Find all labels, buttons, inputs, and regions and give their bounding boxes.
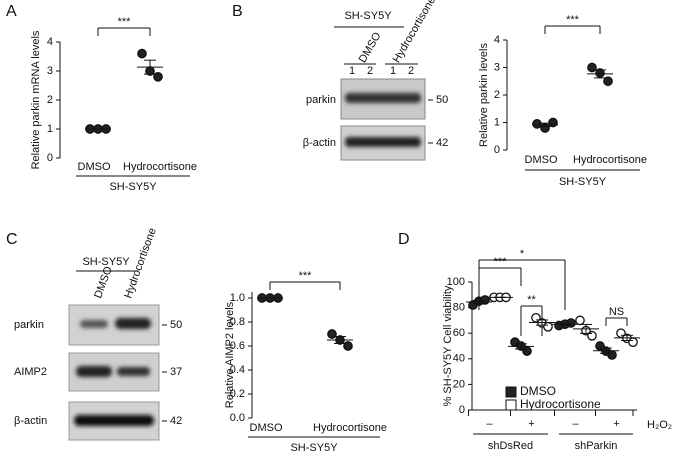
panel-label: A — [6, 3, 17, 20]
marker: 50 — [436, 94, 448, 106]
data-point — [628, 337, 638, 348]
y-tick-label: 0.6 — [230, 340, 245, 352]
y-tick-label: 3 — [494, 61, 500, 73]
significance: NS — [609, 306, 624, 318]
data-point — [137, 48, 147, 59]
significance: *** — [494, 256, 508, 268]
lane: 2 — [408, 65, 414, 77]
legend-label: DMSO — [520, 384, 556, 398]
protein: AIMP2 — [14, 366, 47, 378]
blot-c: SH-SY5Y DMSO Hydrocortisone parkin AIMP2… — [14, 226, 182, 441]
y-tick-label: 80 — [453, 302, 465, 314]
condition: DMSO — [92, 264, 115, 300]
y-tick-label: 4 — [494, 34, 500, 46]
blot-b: SH-SY5Y DMSO Hydrocortisone 1 2 1 2 park… — [303, 0, 448, 161]
y-tick-label: 3 — [47, 65, 53, 77]
data-point — [607, 350, 617, 360]
y-tick-label: 1 — [47, 123, 53, 135]
data-point — [522, 346, 532, 356]
data-point — [566, 318, 576, 328]
y-tick-label: 60 — [453, 327, 465, 339]
panel-label: B — [232, 3, 243, 20]
y-tick-label: 1.0 — [230, 292, 245, 304]
data-point — [153, 71, 163, 82]
y-axis-label: Relative parkin levels — [478, 43, 490, 147]
protein: parkin — [14, 319, 44, 331]
group-label: shParkin — [575, 440, 618, 452]
data-point — [543, 321, 553, 332]
legend-label: Hydrocortisone — [520, 397, 601, 411]
y-tick-label: 0 — [459, 404, 465, 416]
x-tick-label: Hydrocortisone — [313, 422, 387, 434]
x-tick-label: DMSO — [78, 161, 111, 173]
panel-label: D — [398, 231, 410, 248]
data-point — [587, 62, 597, 73]
protein: parkin — [306, 94, 336, 106]
y-tick-label: 0.2 — [230, 388, 245, 400]
y-axis-label: Relative AIMP2 levels — [224, 301, 236, 408]
data-point — [575, 315, 585, 326]
panel-label: C — [6, 231, 18, 248]
treatment-name: H₂O₂ — [647, 419, 672, 431]
group-label: SH-SY5Y — [290, 442, 338, 454]
lane: 2 — [367, 65, 373, 77]
y-tick-label: 1 — [494, 116, 500, 128]
group-label: SH-SY5Y — [109, 181, 157, 193]
condition: DMSO — [357, 30, 384, 65]
y-axis-label: % SH-SY5Y Cell viability — [442, 285, 454, 406]
y-tick-label: 100 — [447, 276, 465, 288]
treatment-label: – — [572, 418, 579, 430]
y-tick-label: 0.4 — [230, 364, 245, 376]
y-tick-label: 2 — [47, 94, 53, 106]
y-tick-label: 4 — [47, 36, 53, 48]
y-tick-label: 0 — [494, 144, 500, 156]
significance: * — [520, 248, 525, 260]
condition: Hydrocortisone — [391, 0, 438, 65]
treatment-label: – — [486, 418, 493, 430]
significance: *** — [118, 16, 132, 28]
x-tick-label: Hydrocortisone — [123, 161, 197, 173]
marker: 42 — [170, 415, 182, 427]
group-label: shDsRed — [488, 440, 533, 452]
cell-line: SH-SY5Y — [82, 256, 130, 268]
data-point — [603, 76, 613, 87]
y-tick-label: 20 — [453, 378, 465, 390]
group-label: SH-SY5Y — [559, 176, 607, 188]
y-tick-label: 40 — [453, 353, 465, 365]
data-point — [548, 117, 558, 128]
y-tick-label: 2 — [494, 89, 500, 101]
legend-swatch — [505, 399, 517, 411]
data-point — [587, 330, 597, 341]
x-tick-label: Hydrocortisone — [573, 154, 647, 166]
marker: 42 — [436, 137, 448, 149]
protein: β-actin — [303, 137, 336, 149]
treatment-label: + — [613, 418, 619, 430]
legend-swatch — [505, 386, 517, 398]
lane: 1 — [390, 65, 396, 77]
y-tick-label: 0.0 — [230, 412, 245, 424]
protein: β-actin — [14, 415, 47, 427]
y-tick-label: 0.8 — [230, 316, 245, 328]
x-tick-label: DMSO — [525, 154, 558, 166]
lane: 1 — [349, 65, 355, 77]
x-tick-label: DMSO — [250, 422, 283, 434]
significance: *** — [566, 14, 580, 26]
significance: ** — [527, 294, 536, 306]
cell-line: SH-SY5Y — [344, 10, 392, 22]
marker: 37 — [170, 366, 182, 378]
y-axis-label: Relative parkin mRNA levels — [30, 30, 42, 169]
marker: 50 — [170, 319, 182, 331]
y-tick-label: 0 — [47, 152, 53, 164]
treatment-label: + — [528, 418, 534, 430]
significance: *** — [299, 270, 313, 282]
